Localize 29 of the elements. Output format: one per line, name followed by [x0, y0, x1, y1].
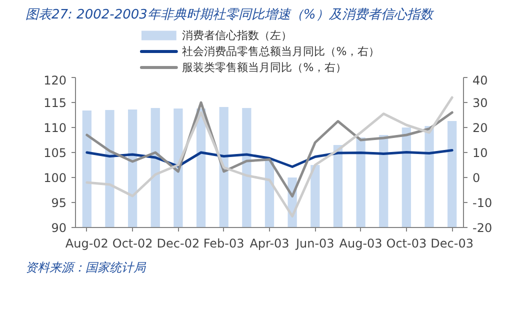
x-tick-label: Apr-03 — [250, 236, 290, 250]
x-tick-label: Oct-02 — [112, 236, 153, 250]
x-tick-label: Feb-03 — [203, 236, 244, 250]
y-tick-label: 110 — [44, 121, 66, 135]
y-tick-label: 115 — [44, 96, 66, 110]
x-tick-label: Aug-02 — [65, 236, 108, 250]
legend-label: 社会消费品零售总额当月同比（%，右） — [182, 45, 380, 58]
x-tick-label: Aug-03 — [339, 236, 382, 250]
y2-tick-label: -20 — [472, 221, 492, 235]
x-tick-label: Jun-03 — [294, 236, 334, 250]
chart-title: 图表27: 2002-2003年非典时期社零同比增速（%）及消费者信心指数 — [26, 6, 435, 22]
x-tick-label: Dec-03 — [430, 236, 474, 250]
y2-tick-label: 10 — [472, 146, 488, 160]
y2-tick-label: 20 — [472, 121, 488, 135]
y-tick-label: 120 — [44, 74, 66, 88]
text: 资料来源：国家统计局 — [26, 260, 146, 274]
y-tick-label: 90 — [51, 221, 67, 235]
y-tick-label: 105 — [44, 146, 66, 160]
y2-tick-label: 0 — [472, 171, 480, 185]
legend-label: 消费者信心指数（左） — [182, 29, 292, 42]
y-tick-label: 95 — [51, 196, 67, 210]
x-tick-label: Dec-02 — [156, 236, 200, 250]
legend-label: 服装类零售额当月同比（%，右） — [182, 61, 347, 74]
y2-tick-label: -10 — [472, 196, 492, 210]
y2-tick-label: 40 — [472, 74, 488, 88]
y2-tick-label: 30 — [472, 96, 488, 110]
y-tick-label: 100 — [44, 171, 66, 185]
x-tick-label: Oct-03 — [386, 236, 427, 250]
line-series — [86, 96, 454, 218]
